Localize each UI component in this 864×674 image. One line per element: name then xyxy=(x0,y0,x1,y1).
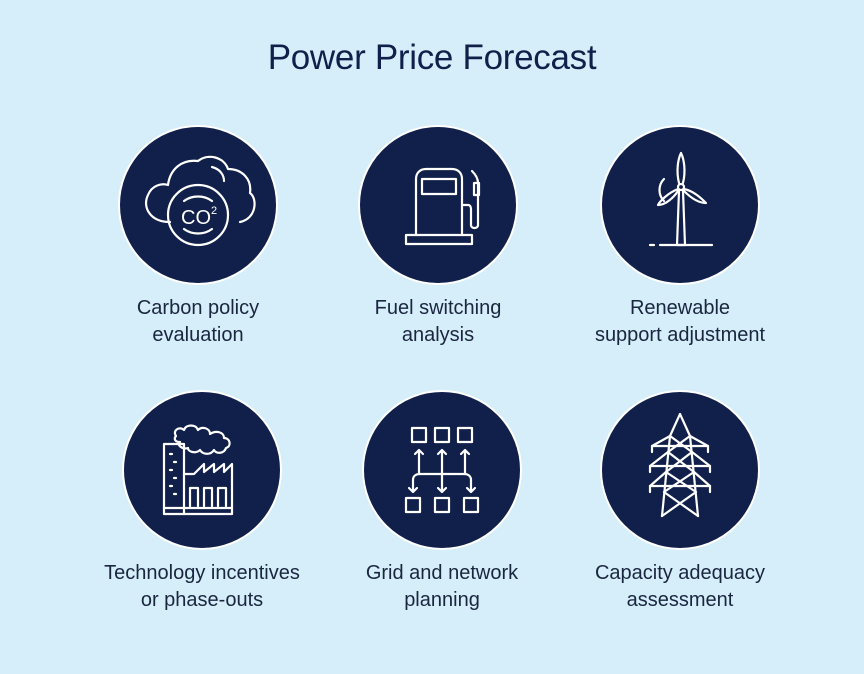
item-label: Grid and network planning xyxy=(365,562,519,611)
icon-circle: CO2 xyxy=(118,125,278,285)
icon-circle xyxy=(122,390,282,550)
item-label: Renewable support adjustment xyxy=(594,297,766,346)
item-label: Capacity adequacy assessment xyxy=(594,562,766,611)
cloud-co2-icon: CO2 xyxy=(144,155,256,247)
page-title: Power Price Forecast xyxy=(267,38,597,77)
item-label: Carbon policy evaluation xyxy=(136,297,260,346)
item-label: Technology incentives or phase-outs xyxy=(104,562,300,611)
icon-circle xyxy=(600,390,760,550)
transmission-tower-icon xyxy=(648,412,712,518)
icon-circle xyxy=(600,125,760,285)
network-grid-icon xyxy=(404,426,480,514)
icon-circle xyxy=(362,390,522,550)
factory-icon xyxy=(162,424,234,516)
item-label: Fuel switching analysis xyxy=(374,297,502,346)
wind-turbine-icon xyxy=(648,151,714,247)
icon-circle xyxy=(358,125,518,285)
fuel-pump-icon xyxy=(404,167,481,246)
co2-text: CO2 xyxy=(181,205,217,229)
